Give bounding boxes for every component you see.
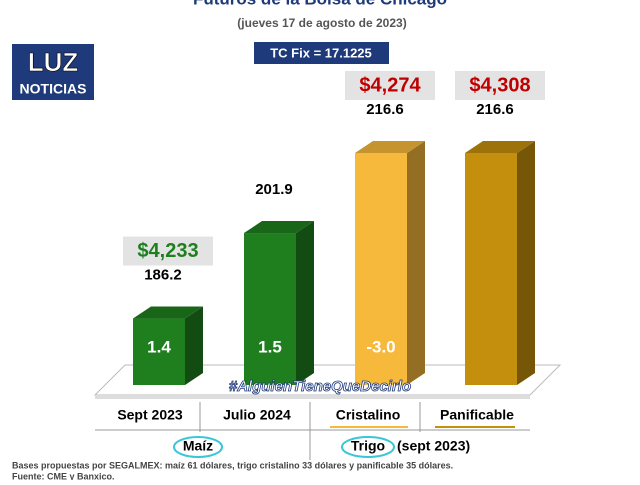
exchange-rate: TC Fix = 17.1225 bbox=[270, 45, 372, 60]
note: Bases propuestas por SEGALMEX: maíz 61 d… bbox=[12, 460, 453, 470]
price-box bbox=[345, 70, 435, 100]
bar-side bbox=[517, 140, 535, 385]
bar-top bbox=[244, 221, 314, 234]
change-label: 1.5 bbox=[258, 337, 282, 356]
change-label: -3.0 bbox=[366, 337, 395, 356]
logo-text: LUZ bbox=[28, 47, 79, 77]
group-extra: (sept 2023) bbox=[397, 438, 470, 454]
x-tick-label: Sept 2023 bbox=[117, 407, 183, 423]
price-label: $4,233 bbox=[137, 240, 198, 262]
bar-side bbox=[185, 306, 203, 385]
bar-side bbox=[296, 221, 314, 385]
value-label: 216.6 bbox=[366, 101, 404, 118]
value-label: 186.2 bbox=[144, 267, 182, 284]
price-box bbox=[123, 236, 213, 266]
price-box bbox=[455, 70, 545, 100]
x-tick-label: Panificable bbox=[440, 407, 514, 423]
group-label: Trigo bbox=[351, 438, 385, 454]
hashtag: #AlguienTieneQueDecirlo bbox=[229, 378, 411, 395]
rate-box bbox=[252, 40, 391, 66]
value-label: 216.6 bbox=[476, 101, 514, 118]
value-label: 201.9 bbox=[255, 181, 293, 198]
note: Fuente: CME y Banxico. bbox=[12, 471, 115, 480]
group-label: Maíz bbox=[183, 438, 213, 454]
logo-text: NOTICIAS bbox=[20, 81, 87, 97]
bar-top bbox=[133, 306, 203, 319]
x-tick-label: Julio 2024 bbox=[223, 407, 291, 423]
chart-title: Futuros de la Bolsa de Chicago bbox=[193, 0, 447, 8]
bar-side bbox=[407, 140, 425, 385]
bar bbox=[465, 152, 517, 385]
bar-top bbox=[465, 140, 535, 153]
bar bbox=[133, 318, 185, 385]
x-tick-label: Cristalino bbox=[336, 407, 401, 423]
floor-edge bbox=[95, 395, 530, 399]
bar bbox=[355, 152, 407, 385]
bar bbox=[244, 233, 296, 385]
bar-top bbox=[355, 140, 425, 153]
price-label: $4,274 bbox=[359, 74, 421, 96]
price-label: $4,308 bbox=[469, 74, 530, 96]
change-label: 1.4 bbox=[147, 337, 171, 356]
group-circle bbox=[173, 436, 223, 458]
logo bbox=[12, 44, 94, 100]
group-circle bbox=[341, 436, 395, 458]
subtitle: (jueves 17 de agosto de 2023) bbox=[237, 16, 406, 30]
